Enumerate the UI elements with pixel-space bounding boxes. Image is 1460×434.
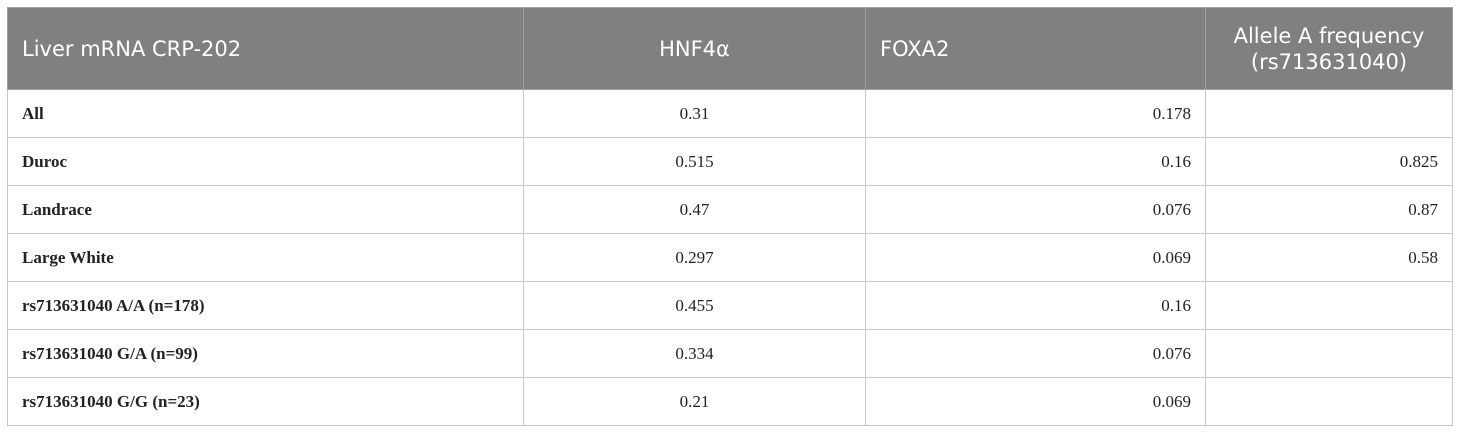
row-label: rs713631040 G/A (n=99) (7, 329, 524, 378)
value-cell: 0.076 (865, 185, 1206, 234)
table-row: rs713631040 G/G (n=23) 0.21 0.069 (7, 377, 1453, 426)
table-body: All 0.31 0.178 Duroc 0.515 0.16 0.825 Landrace 0… (7, 89, 1453, 426)
header-row: Liver mRNA CRP-202 HNF4α FOXA2 Allele A fre… (7, 7, 1453, 90)
value-cell: 0.297 (523, 233, 866, 282)
table-row: Duroc 0.515 0.16 0.825 (7, 137, 1453, 186)
table-row: rs713631040 A/A (n=178) 0.455 0.16 (7, 281, 1453, 330)
table-row: Landrace 0.47 0.076 0.87 (7, 185, 1453, 234)
value-cell: 0.069 (865, 233, 1206, 282)
header-cell: Liver mRNA CRP-202 (7, 7, 524, 90)
header-cell: Allele A frequency (rs713631040) (1205, 7, 1453, 90)
value-cell: 0.515 (523, 137, 866, 186)
value-cell (1205, 281, 1453, 330)
value-cell: 0.58 (1205, 233, 1453, 282)
value-cell: 0.076 (865, 329, 1206, 378)
data-table: Liver mRNA CRP-202 HNF4α FOXA2 Allele A fre… (7, 7, 1453, 426)
header-cell: HNF4α (523, 7, 866, 90)
table-row: All 0.31 0.178 (7, 89, 1453, 138)
value-cell: 0.334 (523, 329, 866, 378)
value-cell: 0.455 (523, 281, 866, 330)
row-label: Landrace (7, 185, 524, 234)
value-cell (1205, 329, 1453, 378)
value-cell: 0.825 (1205, 137, 1453, 186)
value-cell (1205, 89, 1453, 138)
table-row: Large White 0.297 0.069 0.58 (7, 233, 1453, 282)
value-cell: 0.178 (865, 89, 1206, 138)
value-cell: 0.47 (523, 185, 866, 234)
table-row: rs713631040 G/A (n=99) 0.334 0.076 (7, 329, 1453, 378)
row-label: Large White (7, 233, 524, 282)
value-cell (1205, 377, 1453, 426)
row-label: Duroc (7, 137, 524, 186)
row-label: rs713631040 A/A (n=178) (7, 281, 524, 330)
table-container: Liver mRNA CRP-202 HNF4α FOXA2 Allele A fre… (7, 7, 1453, 426)
value-cell: 0.31 (523, 89, 866, 138)
header-cell: FOXA2 (865, 7, 1206, 90)
row-label: All (7, 89, 524, 138)
value-cell: 0.16 (865, 281, 1206, 330)
value-cell: 0.87 (1205, 185, 1453, 234)
value-cell: 0.21 (523, 377, 866, 426)
value-cell: 0.16 (865, 137, 1206, 186)
value-cell: 0.069 (865, 377, 1206, 426)
row-label: rs713631040 G/G (n=23) (7, 377, 524, 426)
